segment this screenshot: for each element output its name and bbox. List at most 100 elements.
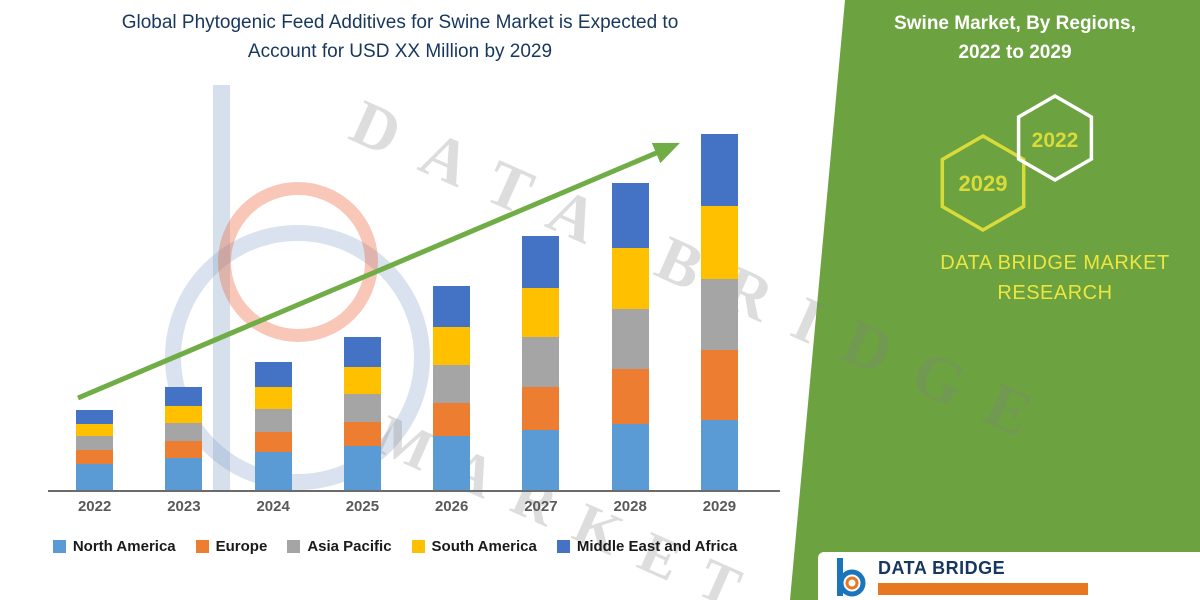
stacked-bar-2027: [522, 236, 560, 492]
bar-segment: [76, 409, 114, 424]
legend-swatch: [287, 540, 301, 553]
bar-column: [586, 128, 675, 492]
x-axis-label: 2025: [345, 498, 380, 515]
bar-column: [407, 128, 496, 492]
bar-segment: [611, 183, 649, 249]
x-axis-label: 2028: [613, 498, 647, 515]
legend-label: North America: [72, 538, 176, 555]
panel-heading-line2: 2022 to 2029: [958, 41, 1072, 63]
bar-segment: [700, 279, 738, 350]
chart-title: Global Phytogenic Feed Additives for Swi…: [15, 8, 785, 67]
x-axis-label: 2029: [702, 498, 737, 515]
x-axis-label: 2027: [524, 498, 558, 515]
bar-column: [50, 128, 139, 492]
x-axis-label: 2022: [77, 498, 112, 515]
bar-segment: [522, 288, 560, 337]
databridge-logo-icon: [837, 558, 866, 597]
legend-label: Europe: [215, 538, 268, 555]
year-hexagons: 2029 2022: [940, 93, 1094, 233]
stacked-bar-2029: [700, 134, 738, 492]
bar-segment: [522, 429, 560, 492]
legend-swatch: [195, 540, 209, 553]
stacked-bar-2023: [165, 386, 203, 492]
bar-segment: [343, 421, 381, 446]
x-axis-line: [48, 490, 780, 492]
chart-title-line1: Global Phytogenic Feed Additives for Swi…: [121, 12, 679, 33]
footer-text-wrap: DATA BRIDGE: [878, 558, 1088, 600]
bar-segment: [433, 326, 471, 365]
chart-title-line2: Account for USD XX Million by 2029: [247, 41, 553, 63]
x-axis-label: 2023: [167, 498, 201, 515]
bar-segment: [433, 435, 471, 492]
x-axis-label: 2024: [256, 498, 290, 515]
bar-segment: [343, 336, 381, 367]
panel-heading: Swine Market, By Regions, 2022 to 2029: [850, 10, 1180, 67]
bar-segment: [165, 405, 203, 423]
footer-orange-bar: [878, 583, 1088, 595]
x-axis-label: 2026: [434, 498, 469, 515]
bar-segment: [522, 236, 560, 289]
hexagon-2029-label: 2029: [959, 171, 1008, 196]
bar-segment: [343, 393, 381, 422]
bar-segment: [611, 423, 649, 492]
legend-item: Asia Pacific: [287, 538, 392, 555]
bar-column: [139, 128, 228, 492]
panel-brand-line1: DATA BRIDGE MARKET: [940, 252, 1170, 274]
right-panel: [790, 0, 1200, 600]
bar-segment: [165, 457, 203, 492]
bar-segment: [254, 431, 292, 452]
bar-segment: [611, 308, 649, 369]
bar-column: [496, 128, 585, 492]
bar-segment: [700, 419, 738, 492]
bar-segment: [433, 402, 471, 436]
bar-segment: [700, 134, 738, 207]
panel-brand: DATA BRIDGE MARKET RESEARCH: [880, 248, 1200, 308]
stacked-bar-2026: [433, 286, 471, 492]
bar-segment: [76, 449, 114, 464]
stacked-bar-2024: [254, 361, 292, 492]
bar-segment: [254, 408, 292, 432]
bar-column: [318, 128, 407, 492]
bar-segment: [254, 451, 292, 492]
hexagon-2022-label: 2022: [1032, 129, 1079, 152]
bar-segment: [343, 366, 381, 394]
bar-segment: [433, 286, 471, 327]
legend-item: Europe: [195, 538, 268, 555]
footer-brand-text: DATA BRIDGE: [878, 558, 1006, 578]
legend-swatch: [556, 540, 570, 553]
bar-segment: [611, 368, 649, 424]
legend-item: North America: [52, 538, 176, 555]
bar-segment: [165, 440, 203, 458]
bar-segment: [76, 435, 114, 450]
hexagon-2029: [940, 133, 1026, 233]
bar-segment: [700, 206, 738, 280]
bar-segment: [254, 386, 292, 409]
stacked-bar-2022: [76, 409, 114, 492]
bar-segment: [76, 463, 114, 492]
plot-area: [50, 128, 764, 492]
bar-segment: [343, 445, 381, 492]
stacked-bar-2028: [611, 183, 649, 492]
bar-column: [229, 128, 318, 492]
bar-segment: [611, 248, 649, 309]
panel-heading-line1: Swine Market, By Regions,: [894, 13, 1136, 34]
bar-segment: [254, 361, 292, 387]
hexagon-2022: [1016, 93, 1094, 183]
stacked-bar-2025: [343, 336, 381, 492]
bar-segment: [76, 423, 114, 436]
x-axis-labels: 2022 2023 2024 2025 2026 2027 2028 2029: [50, 498, 764, 515]
bar-segment: [522, 336, 560, 387]
legend-label: Middle East and Africa: [576, 538, 738, 555]
legend-swatch: [411, 540, 425, 553]
legend-item: South America: [411, 538, 537, 555]
legend: North America Europe Asia Pacific South Ame…: [0, 538, 790, 555]
bar-segment: [165, 422, 203, 441]
bar-segment: [522, 386, 560, 430]
bar-segment: [165, 386, 203, 406]
legend-swatch: [52, 540, 66, 553]
legend-label: Asia Pacific: [307, 538, 392, 555]
panel-brand-line2: RESEARCH: [997, 282, 1113, 304]
bar-column: [675, 128, 764, 492]
legend-label: South America: [431, 538, 537, 555]
